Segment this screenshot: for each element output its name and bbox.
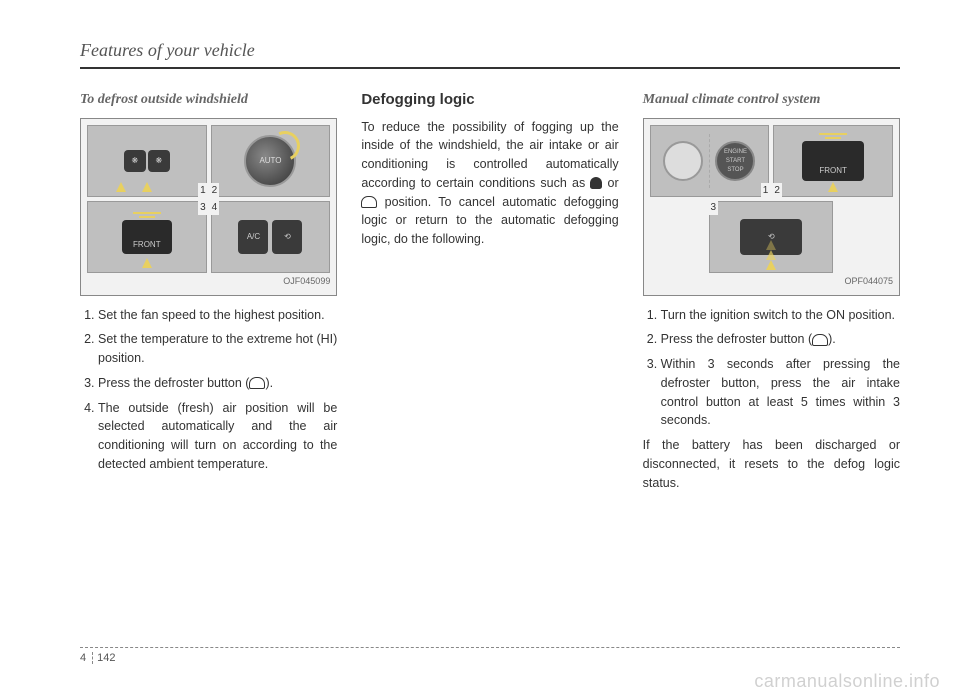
col2-body: To reduce the possibility of fogging up … bbox=[361, 118, 618, 249]
defrost-icon bbox=[812, 334, 828, 346]
fig1-cell-2: AUTO 2 bbox=[211, 125, 331, 197]
list-item: Within 3 seconds after pressing the defr… bbox=[661, 355, 900, 430]
list-item: Set the temperature to the extreme hot (… bbox=[98, 330, 337, 368]
figure-1-code: OJF045099 bbox=[87, 275, 330, 289]
fig2-cell-2: FRONT 2 bbox=[773, 125, 893, 197]
col2-heading: Defogging logic bbox=[361, 89, 618, 112]
cell-number: 4 bbox=[210, 200, 220, 215]
list-item: Turn the ignition switch to the ON posit… bbox=[661, 306, 900, 325]
arrow-up-icon bbox=[116, 182, 126, 192]
figure-1: ❋ ❋ 1 AUTO 2 bbox=[80, 118, 337, 296]
defrost-icon bbox=[361, 196, 377, 208]
list-item: Press the defroster button (). bbox=[98, 374, 337, 393]
sun-icon bbox=[825, 137, 841, 139]
fig1-cell-3: FRONT 3 bbox=[87, 201, 207, 273]
arrow-up-icon bbox=[142, 182, 152, 192]
column-3: Manual climate control system ENGINE STA… bbox=[643, 89, 900, 498]
watermark: carmanualsonline.info bbox=[754, 671, 940, 692]
arrow-up-icon bbox=[828, 182, 838, 192]
arrow-up-icon bbox=[766, 260, 776, 270]
figure-2-code: OPF044075 bbox=[650, 275, 893, 289]
list-item: Set the fan speed to the highest positio… bbox=[98, 306, 337, 325]
list-item: The outside (fresh) air position will be… bbox=[98, 399, 337, 474]
front-defrost-button-icon: FRONT bbox=[122, 220, 172, 254]
ac-button-icon: A/C bbox=[238, 220, 268, 254]
recirc-button-icon: ⟲ bbox=[272, 220, 302, 254]
figure-1-grid: ❋ ❋ 1 AUTO 2 bbox=[87, 125, 330, 273]
cell-number: 3 bbox=[708, 200, 718, 215]
col3-tail: If the battery has been discharged or di… bbox=[643, 436, 900, 492]
section-header: Features of your vehicle bbox=[80, 40, 900, 61]
auto-dial-icon: AUTO bbox=[244, 135, 296, 187]
fig2-cell-1: ENGINE START STOP 1 bbox=[650, 125, 770, 197]
cell-number: 2 bbox=[772, 183, 782, 198]
ignition-key-icon bbox=[663, 141, 703, 181]
chapter-number: 4 bbox=[80, 652, 93, 664]
column-2: Defogging logic To reduce the possibilit… bbox=[361, 89, 618, 498]
page: Features of your vehicle To defrost outs… bbox=[0, 0, 960, 700]
cell-number: 3 bbox=[198, 200, 208, 215]
engine-start-button-icon: ENGINE START STOP bbox=[715, 141, 755, 181]
front-defrost-button-icon: FRONT bbox=[802, 141, 864, 181]
list-item: Press the defroster button (). bbox=[661, 330, 900, 349]
fig2-row2: ⟲ 3 bbox=[650, 201, 893, 273]
header-rule bbox=[80, 67, 900, 69]
cell-number: 1 bbox=[761, 183, 771, 198]
cell-number: 2 bbox=[210, 183, 220, 198]
cell-number: 1 bbox=[198, 183, 208, 198]
arrow-up-icon bbox=[142, 258, 152, 268]
page-number: 142 bbox=[97, 652, 115, 664]
col3-heading: Manual climate control system bbox=[643, 89, 900, 110]
fig2-cell-3: ⟲ 3 bbox=[709, 201, 833, 273]
col1-heading: To defrost outside windshield bbox=[80, 89, 337, 110]
person-icon bbox=[590, 177, 602, 189]
col1-steps: Set the fan speed to the highest positio… bbox=[80, 306, 337, 474]
fig1-cell-1: ❋ ❋ 1 bbox=[87, 125, 207, 197]
figure-2-grid: ENGINE START STOP 1 FRONT 2 bbox=[650, 125, 893, 273]
page-footer: 4 142 bbox=[80, 647, 900, 664]
divider bbox=[709, 134, 710, 188]
figure-2: ENGINE START STOP 1 FRONT 2 bbox=[643, 118, 900, 296]
column-1: To defrost outside windshield ❋ ❋ 1 bbox=[80, 89, 337, 498]
col3-steps: Turn the ignition switch to the ON posit… bbox=[643, 306, 900, 431]
fig1-cell-4: A/C ⟲ 4 bbox=[211, 201, 331, 273]
content-columns: To defrost outside windshield ❋ ❋ 1 bbox=[80, 89, 900, 498]
defrost-icon bbox=[249, 377, 265, 389]
sun-icon bbox=[139, 216, 155, 218]
arrow-up-icon bbox=[766, 240, 776, 250]
arrow-up-icon bbox=[766, 250, 776, 260]
